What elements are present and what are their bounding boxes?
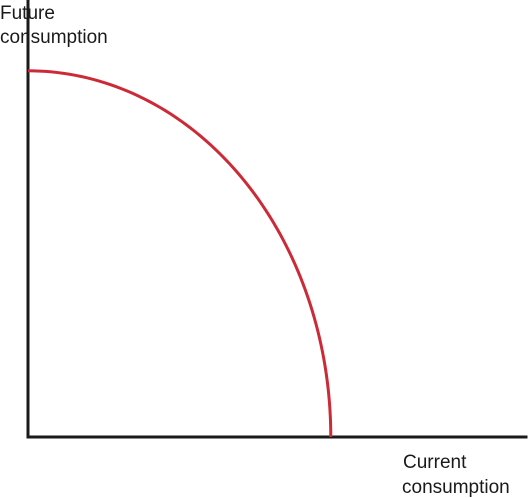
y-axis-label-line-1: Future (0, 3, 55, 24)
x-axis-label-line-1: Current (403, 452, 467, 473)
y-axis-label: Future consumption (0, 3, 108, 48)
x-axis-label: Current consumption (402, 452, 510, 498)
y-axis-label-line-2: consumption (0, 27, 108, 48)
frontier-curve (27, 69, 333, 438)
x-axis-label-line-2: consumption (402, 477, 510, 498)
